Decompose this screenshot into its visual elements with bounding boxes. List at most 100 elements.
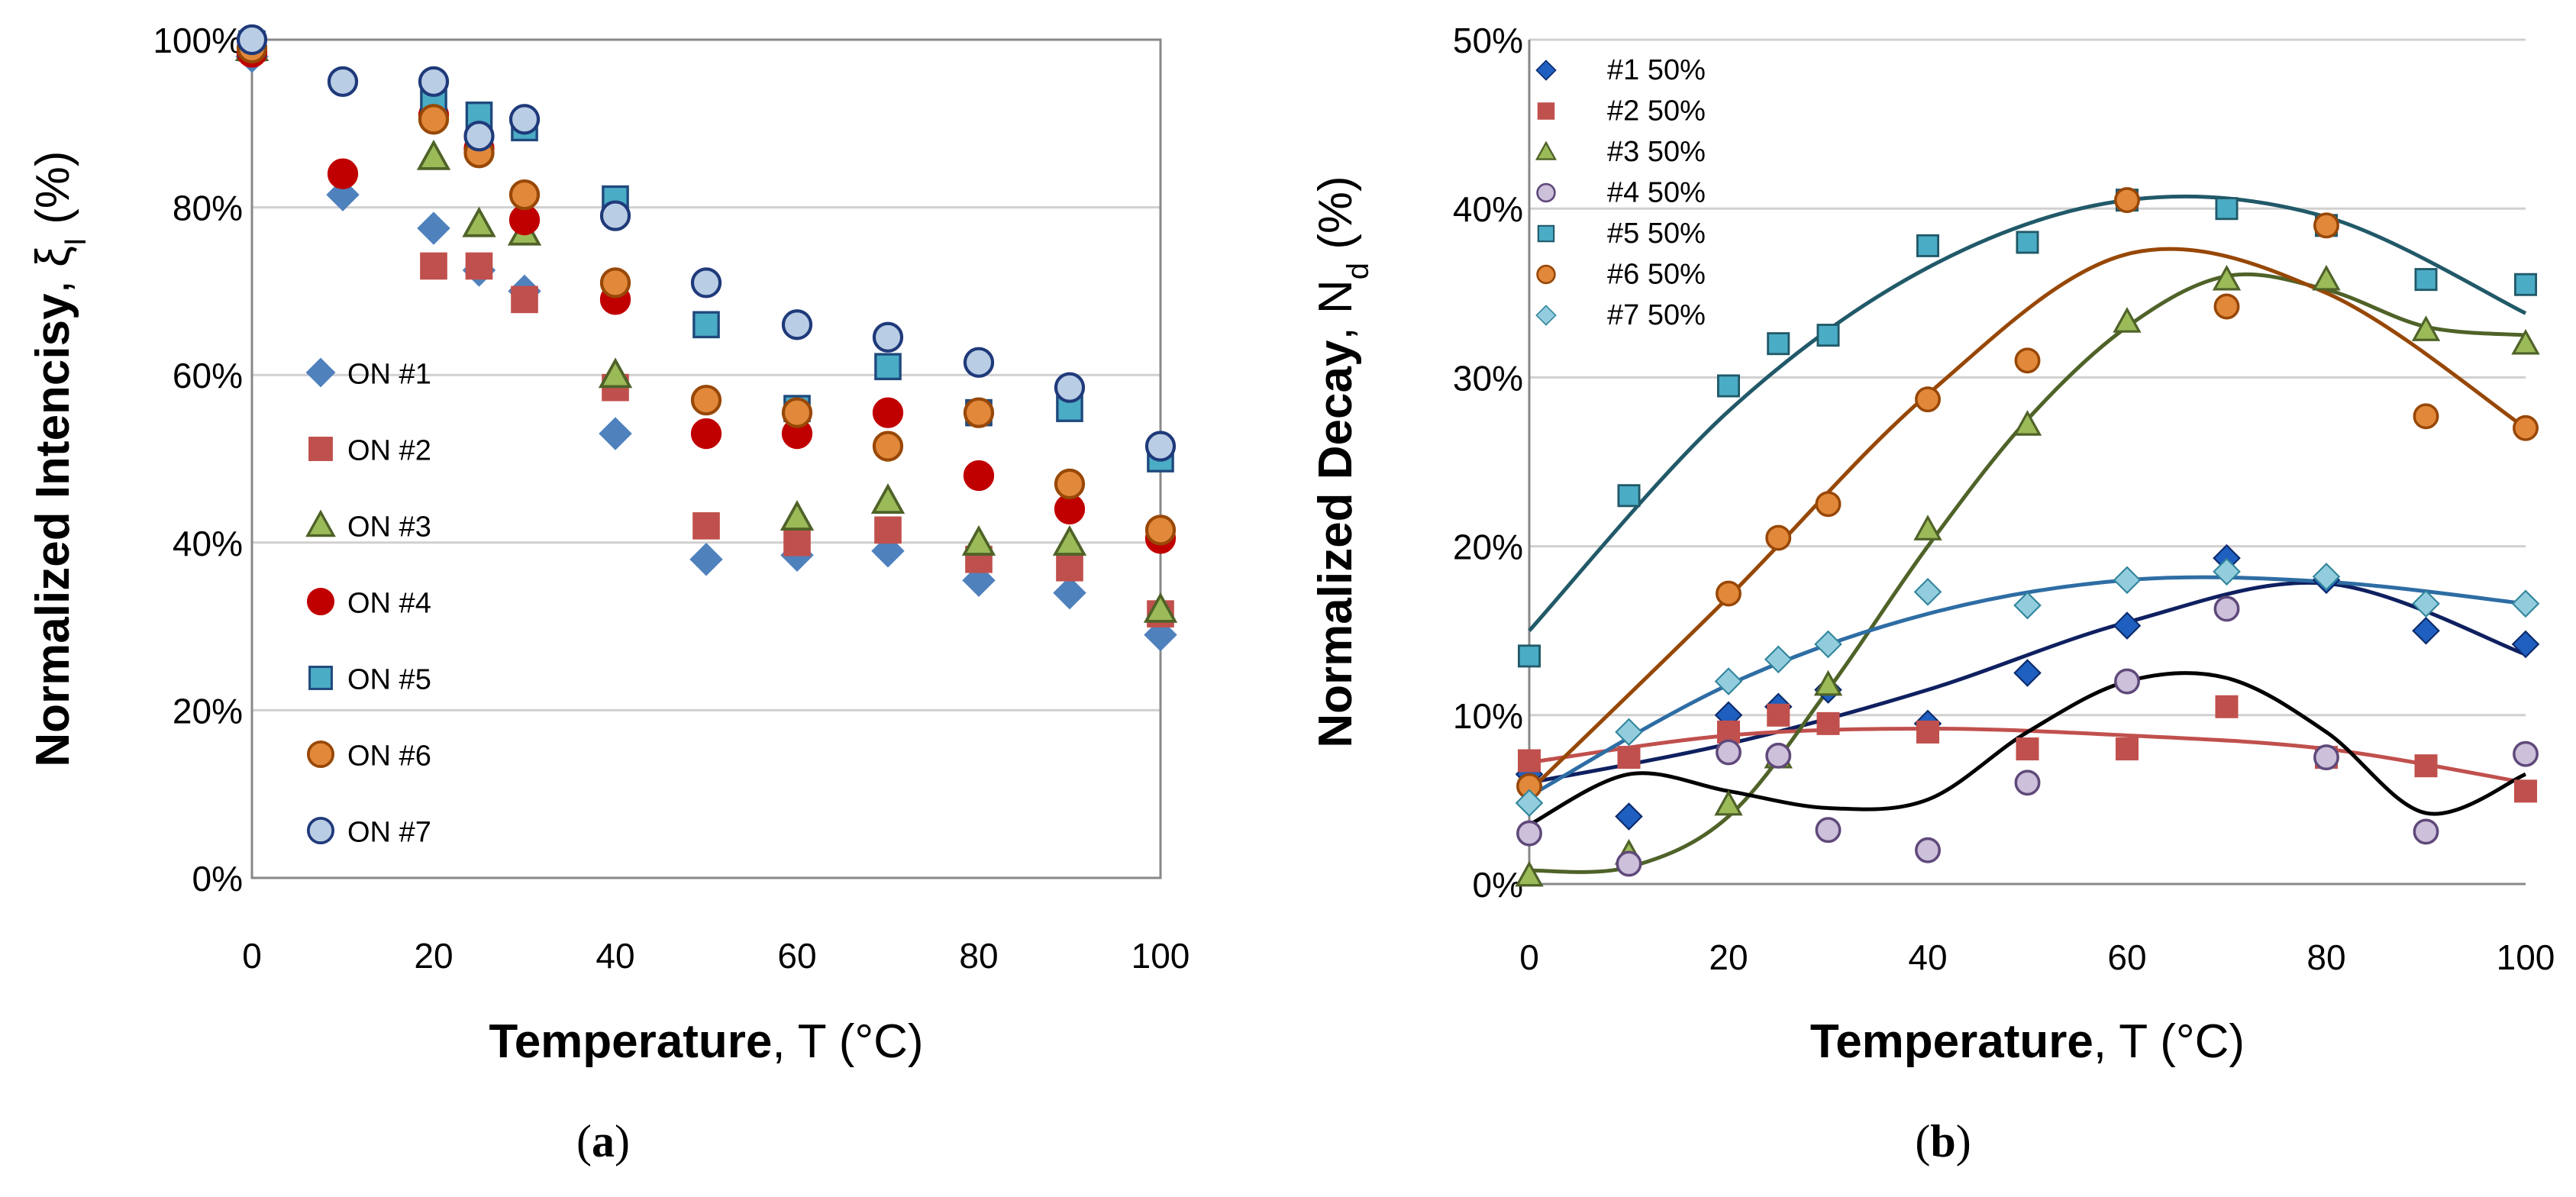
- x-tick-label: 0: [242, 936, 262, 976]
- data-point: [1144, 431, 1177, 462]
- data-point: [2413, 818, 2439, 845]
- data-point: [962, 563, 996, 597]
- legend-label: #6 50%: [1607, 258, 1706, 290]
- data-point: [2213, 595, 2240, 622]
- data-point: [2215, 695, 2239, 718]
- y-axis-title: Normalized Decay, Nd (%): [1309, 176, 1375, 747]
- data-point: [2312, 563, 2341, 591]
- x-axis-title: Temperature, T (°C): [489, 1015, 923, 1068]
- data-point: [417, 211, 450, 245]
- data-point: [689, 543, 723, 576]
- data-point: [2412, 616, 2440, 645]
- y-tick-label: 30%: [1453, 358, 1523, 398]
- data-point: [1915, 837, 1941, 863]
- data-point: [2414, 268, 2438, 292]
- data-point: [2313, 744, 2339, 771]
- data-point: [1616, 850, 1642, 877]
- data-point: [963, 460, 995, 492]
- data-point: [599, 267, 631, 298]
- x-tick-label: 60: [777, 936, 816, 976]
- data-point: [2013, 591, 2042, 620]
- legend-label: #2 50%: [1607, 95, 1706, 127]
- data-point: [599, 417, 632, 450]
- data-point: [508, 104, 541, 135]
- data-point: [1517, 644, 1541, 668]
- x-tick-label: 60: [2107, 937, 2146, 977]
- data-point: [418, 66, 450, 98]
- data-point: [1716, 720, 1741, 744]
- data-point: [508, 204, 541, 236]
- data-point: [1054, 372, 1086, 403]
- data-point: [1765, 524, 1792, 551]
- data-point: [2213, 557, 2241, 586]
- data-point: [692, 512, 720, 540]
- legend-marker: [1535, 60, 1557, 81]
- data-point: [690, 385, 722, 416]
- data-point: [420, 252, 447, 280]
- data-point: [463, 121, 495, 152]
- data-point: [1765, 742, 1792, 769]
- data-point: [2511, 589, 2540, 618]
- data-point: [780, 499, 815, 531]
- data-point: [2513, 779, 2538, 803]
- data-point: [2513, 273, 2538, 296]
- data-point: [2013, 659, 2042, 687]
- panel-caption: (b): [1915, 1116, 1971, 1166]
- data-point: [1716, 374, 1741, 398]
- data-point: [511, 286, 538, 314]
- data-point: [1054, 493, 1086, 525]
- data-point: [870, 483, 905, 514]
- x-tick-label: 20: [1709, 937, 1748, 977]
- legend-marker: [1536, 182, 1556, 203]
- data-point: [1056, 553, 1083, 582]
- data-point: [2114, 668, 2140, 695]
- data-point: [2511, 328, 2540, 355]
- x-tick-label: 40: [596, 936, 634, 976]
- legend-marker: [306, 816, 335, 845]
- y-tick-label: 0%: [1473, 865, 1523, 905]
- chart-panel-b: 0% 10% 20% 30% 40% 50% 0 20 40 60 80 100 Temperature…: [1309, 21, 2555, 1166]
- data-point: [1813, 669, 1843, 696]
- y-tick-label: 100%: [153, 21, 243, 60]
- data-point: [2411, 315, 2441, 341]
- data-point: [1054, 468, 1086, 500]
- data-point: [2313, 212, 2339, 239]
- data-point: [2412, 589, 2440, 618]
- data-point: [2511, 630, 2540, 659]
- data-point: [1767, 703, 1790, 727]
- data-point: [1816, 324, 1840, 347]
- data-point: [1916, 720, 1940, 744]
- data-point: [1764, 645, 1793, 674]
- data-point: [2016, 737, 2039, 761]
- data-point: [1143, 592, 1178, 623]
- data-point: [2013, 410, 2042, 436]
- data-point: [327, 66, 359, 98]
- x-tick-label: 40: [1908, 937, 1947, 977]
- data-point: [871, 534, 905, 568]
- data-point: [690, 418, 722, 450]
- panel-caption: (a): [576, 1116, 630, 1166]
- y-tick-label: 20%: [173, 691, 243, 731]
- data-point: [418, 104, 450, 135]
- legend-label: ON #4: [347, 588, 431, 620]
- data-point: [874, 353, 902, 381]
- data-point: [2215, 197, 2239, 221]
- y-tick-label: 0%: [192, 859, 243, 899]
- data-point: [2513, 415, 2539, 441]
- trend-line: [1528, 580, 2526, 785]
- data-point: [2014, 770, 2041, 796]
- legend-label: ON #3: [347, 511, 431, 544]
- data-point: [872, 321, 904, 353]
- data-point: [1815, 491, 1842, 518]
- x-tick-label: 100: [1131, 936, 1190, 976]
- data-point: [2016, 231, 2039, 254]
- data-point: [1144, 618, 1177, 652]
- legend-label: #1 50%: [1607, 54, 1706, 86]
- data-point: [599, 200, 631, 231]
- data-point: [1714, 667, 1743, 695]
- data-point: [963, 347, 995, 378]
- data-point: [1052, 524, 1087, 556]
- data-point: [1915, 386, 1941, 413]
